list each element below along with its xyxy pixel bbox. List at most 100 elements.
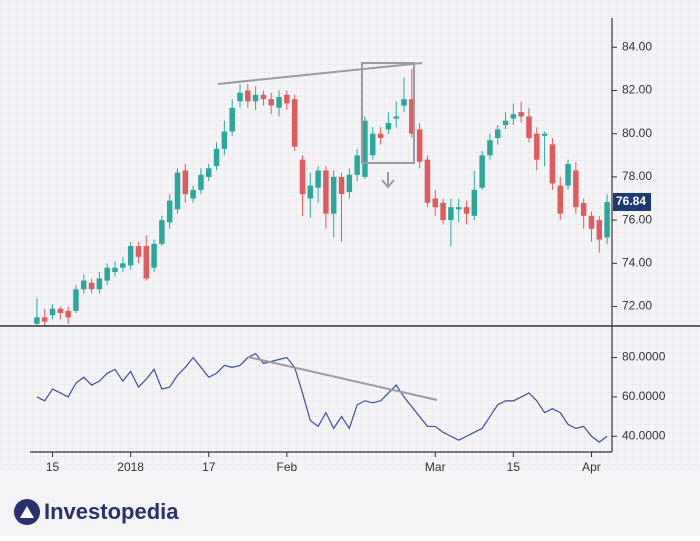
candle-body <box>41 317 48 322</box>
candle-body <box>284 94 290 104</box>
candle-body <box>190 189 196 199</box>
x-tick-label: Mar <box>425 460 446 474</box>
x-tick-label: 15 <box>46 460 60 474</box>
y-tick-label: 80.00 <box>622 126 652 140</box>
candle-body <box>198 174 204 190</box>
indicator-line <box>36 352 608 443</box>
candle-body <box>73 289 79 311</box>
candle-body <box>206 168 212 177</box>
candle-body <box>323 170 329 214</box>
candle-body <box>182 170 189 195</box>
candle-body <box>151 243 157 268</box>
candle-body <box>112 267 118 272</box>
candle-body <box>245 90 251 102</box>
candle-body <box>588 215 595 229</box>
candle-body <box>596 220 603 240</box>
candle-body <box>127 246 134 266</box>
candle-body <box>330 176 337 214</box>
candle-body <box>565 163 571 186</box>
candle-body <box>346 174 353 193</box>
candle-body <box>354 155 360 175</box>
candle-body <box>432 198 438 208</box>
candle-body <box>229 107 235 132</box>
candle-body <box>65 310 71 318</box>
last-price-tag <box>613 192 651 211</box>
candle-body <box>416 129 423 162</box>
candle-body <box>174 172 181 210</box>
candle-body <box>307 185 314 199</box>
candle-body <box>213 148 220 167</box>
candle-body <box>166 200 173 223</box>
candle-body <box>96 278 103 290</box>
x-tick-label: 15 <box>507 460 521 474</box>
candle-body <box>159 220 165 244</box>
grid-pattern <box>0 0 700 470</box>
candle-body <box>463 207 470 214</box>
y-tick-label: 78.00 <box>622 169 652 183</box>
y-tick-label: 82.00 <box>622 83 652 97</box>
candle-body <box>143 246 149 279</box>
candle-body <box>487 140 493 156</box>
x-tick-label: 2018 <box>117 460 144 474</box>
candle-body <box>315 170 321 188</box>
candle-body <box>393 116 399 119</box>
trend-line <box>217 62 423 85</box>
candle-body <box>377 133 384 139</box>
candle-body <box>471 189 478 216</box>
candle-body <box>120 263 126 268</box>
candle-body <box>526 116 532 139</box>
candle-body <box>401 99 407 106</box>
candle-body <box>448 207 454 221</box>
candle-body <box>237 92 243 102</box>
candle-body <box>49 308 56 316</box>
candle-body <box>104 267 110 281</box>
candle-body <box>291 99 298 147</box>
candle-body <box>299 159 306 195</box>
brand: Investopedia <box>44 499 179 524</box>
candle-body <box>573 170 579 208</box>
highlight-box <box>361 62 415 164</box>
candle-body <box>510 114 517 119</box>
y-tick-label: 40.0000 <box>622 428 666 442</box>
candle-body <box>534 133 540 160</box>
candle-body <box>518 112 524 117</box>
candle-body <box>424 159 431 203</box>
candle-body <box>541 133 548 136</box>
y-tick-label: 84.00 <box>622 39 652 53</box>
candle-body <box>34 317 40 324</box>
candle-body <box>479 155 485 188</box>
candle-body <box>260 94 267 100</box>
candle-body <box>252 94 259 102</box>
candle-body <box>276 96 282 108</box>
candle-body <box>409 99 415 134</box>
trend-line <box>247 356 438 401</box>
y-tick-label: 80.0000 <box>622 350 666 364</box>
y-tick-label: 76.00 <box>622 212 652 226</box>
candle-body <box>362 120 368 177</box>
candle-body <box>502 120 509 126</box>
candle-body <box>549 144 556 184</box>
candle-body <box>221 131 228 149</box>
x-tick-label: Apr <box>582 460 601 474</box>
logo-glyph <box>20 506 34 518</box>
x-tick-label: Feb <box>277 460 298 474</box>
candle-body <box>370 133 376 156</box>
y-tick-label: 74.00 <box>622 256 652 270</box>
candle-body <box>88 282 95 290</box>
candle-body <box>268 99 274 106</box>
y-tick-label: 60.0000 <box>622 389 666 403</box>
candle-body <box>580 202 587 216</box>
y-tick-label: 72.00 <box>622 299 652 313</box>
candle-body <box>385 122 392 130</box>
logo: Investopedia <box>14 499 179 525</box>
x-tick-label: 17 <box>202 460 216 474</box>
candle-body <box>338 176 345 195</box>
last-price-label: 76.84 <box>616 194 646 208</box>
candle-body <box>455 207 462 210</box>
candle-body <box>81 280 87 290</box>
candle-body <box>495 129 501 139</box>
candle-body <box>557 185 563 214</box>
down-arrow <box>381 172 395 189</box>
